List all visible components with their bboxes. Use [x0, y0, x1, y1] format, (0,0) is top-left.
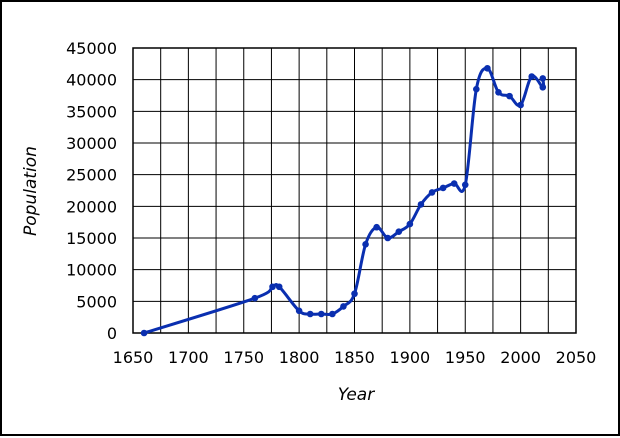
x-axis-title: Year: [338, 385, 375, 405]
y-tick-label: 45000: [66, 39, 117, 58]
data-point: [439, 184, 447, 192]
data-point: [373, 223, 380, 231]
x-tick-label: 1700: [168, 348, 209, 367]
data-point: [428, 189, 436, 196]
grid: [132, 47, 577, 334]
data-point: [351, 290, 358, 298]
x-tick-labels: 1650 1700 1750 1800 1850 1900 1950 2000 2050: [113, 348, 597, 367]
y-axis-title: Population: [21, 146, 41, 236]
data-point: [406, 220, 414, 228]
data-point: [495, 89, 502, 96]
x-tick-label: 1950: [445, 348, 486, 367]
data-point: [362, 241, 369, 248]
y-tick-label: 5000: [76, 292, 117, 311]
data-point: [269, 283, 276, 291]
y-tick-label: 25000: [66, 166, 117, 185]
data-point: [340, 303, 347, 310]
x-tick-label: 2000: [500, 348, 541, 367]
y-tick-labels: 0 5000 10000 15000 20000 25000 30000 35000 40000…: [66, 39, 117, 343]
y-tick-label: 30000: [66, 134, 117, 153]
x-tick-label: 1650: [113, 348, 154, 367]
y-tick-label: 10000: [66, 261, 117, 280]
data-point: [539, 83, 547, 91]
data-point: [506, 92, 513, 100]
data-point: [384, 234, 392, 242]
data-point: [539, 75, 547, 82]
data-point: [473, 85, 480, 93]
y-tick-label: 0: [107, 324, 117, 343]
data-point: [461, 181, 469, 189]
y-tick-label: 35000: [66, 102, 117, 121]
data-point: [517, 101, 524, 109]
x-tick-label: 1800: [279, 348, 320, 367]
x-tick-label: 1900: [390, 348, 431, 367]
data-point: [140, 329, 148, 337]
data-point: [450, 180, 458, 187]
x-tick-label: 1850: [334, 348, 375, 367]
data-point: [275, 283, 283, 291]
data-point: [317, 310, 325, 318]
data-point: [329, 310, 336, 318]
x-tick-label: 1750: [223, 348, 264, 367]
data-point: [395, 228, 403, 235]
data-point: [306, 310, 314, 318]
data-point: [295, 307, 303, 315]
data-point: [417, 201, 425, 208]
y-tick-label: 20000: [66, 197, 117, 216]
series-layer: [140, 64, 547, 337]
data-point: [484, 64, 491, 72]
y-tick-label: 40000: [66, 71, 117, 90]
x-tick-label: 2050: [556, 348, 597, 367]
y-tick-label: 15000: [66, 229, 117, 248]
plot-border: [132, 47, 577, 334]
series-line: [142, 66, 546, 335]
data-point: [251, 294, 259, 302]
data-point: [528, 73, 535, 80]
